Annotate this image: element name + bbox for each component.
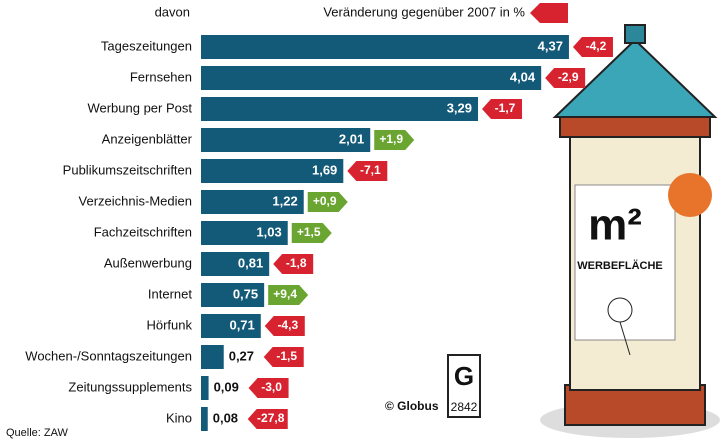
bar: [201, 376, 209, 400]
value-label: 0,27: [229, 348, 254, 363]
category-label: Anzeigenblätter: [102, 131, 193, 146]
change-label: -4,3: [277, 318, 298, 332]
credit: © Globus: [385, 399, 439, 413]
value-label: 0,09: [214, 379, 239, 394]
category-label: Verzeichnis-Medien: [79, 193, 192, 208]
change-tag: [307, 192, 348, 212]
category-label: Hörfunk: [146, 317, 192, 332]
value-label: 1,22: [272, 193, 297, 208]
bar: [201, 35, 569, 59]
change-tag: [572, 37, 613, 57]
category-label: Zeitungssupplements: [68, 379, 192, 394]
advertising-column: [540, 24, 720, 438]
change-label: -4,2: [586, 39, 607, 53]
value-label: 4,04: [510, 69, 536, 84]
logo-box: [447, 354, 481, 418]
category-label: Fernsehen: [130, 69, 192, 84]
change-tag: [268, 285, 309, 305]
logo-g: G: [454, 361, 474, 391]
change-label: -3,0: [261, 380, 282, 394]
category-label: Fachzeitschriften: [94, 224, 192, 239]
change-tag: [247, 409, 288, 429]
category-label: Außenwerbung: [104, 255, 192, 270]
change-label: -1,7: [495, 101, 516, 115]
column-roof: [552, 38, 718, 118]
graphic-number: 2842: [451, 400, 478, 414]
change-tag: [545, 68, 586, 88]
header-tag: [530, 3, 568, 23]
bar: [201, 66, 542, 90]
poster-stem: [619, 321, 631, 356]
category-label: Werbung per Post: [87, 100, 192, 115]
bar: [201, 283, 265, 307]
value-label: 1,03: [256, 224, 281, 239]
change-label: +9,4: [273, 287, 297, 301]
change-label: +0,9: [313, 194, 337, 208]
change-tag: [273, 254, 314, 274]
value-label: 0,08: [213, 410, 238, 425]
change-label: -1,5: [276, 349, 297, 363]
bar: [201, 128, 371, 152]
change-label: -1,8: [286, 256, 307, 270]
bar: [201, 190, 304, 214]
poster-caption: WERBEFLÄCHE: [577, 259, 663, 272]
column-top: [624, 24, 646, 44]
poster: [574, 184, 676, 341]
value-label: 3,29: [447, 100, 472, 115]
category-label: Publikumszeitschriften: [63, 162, 192, 177]
header-right: Veränderung gegenüber 2007 in %: [323, 4, 525, 19]
value-label: 0,81: [238, 255, 263, 270]
change-label: -2,9: [558, 70, 579, 84]
change-tag: [482, 99, 523, 119]
value-label: 1,69: [312, 162, 337, 177]
category-label: Tageszeitungen: [101, 38, 192, 53]
value-label: 0,71: [229, 317, 254, 332]
bar: [201, 314, 261, 338]
column-ring: [559, 114, 711, 138]
change-tag: [374, 130, 415, 150]
category-label: Kino: [166, 410, 192, 425]
change-tag: [264, 316, 305, 336]
change-label: +1,5: [297, 225, 321, 239]
change-label: +1,9: [379, 132, 403, 146]
change-tag: [347, 161, 388, 181]
bar: [201, 159, 344, 183]
bar: [201, 407, 208, 431]
poster-text: m²: [588, 201, 642, 250]
bar: [201, 252, 270, 276]
category-label: Wochen-/Sonntagszeitungen: [25, 348, 192, 363]
header-left: davon: [155, 4, 190, 19]
change-tag: [263, 347, 304, 367]
bar: [201, 97, 479, 121]
value-label: 2,01: [339, 131, 364, 146]
change-tag: [248, 378, 289, 398]
bar: [201, 221, 288, 245]
category-label: Internet: [148, 286, 192, 301]
poster-dot: [668, 173, 712, 217]
change-tag: [291, 223, 332, 243]
change-label: -27,8: [257, 411, 285, 425]
value-label: 4,37: [538, 38, 563, 53]
source: Quelle: ZAW: [6, 427, 69, 439]
change-label: -7,1: [360, 163, 381, 177]
value-label: 0,75: [233, 286, 258, 301]
bar: [201, 345, 224, 369]
